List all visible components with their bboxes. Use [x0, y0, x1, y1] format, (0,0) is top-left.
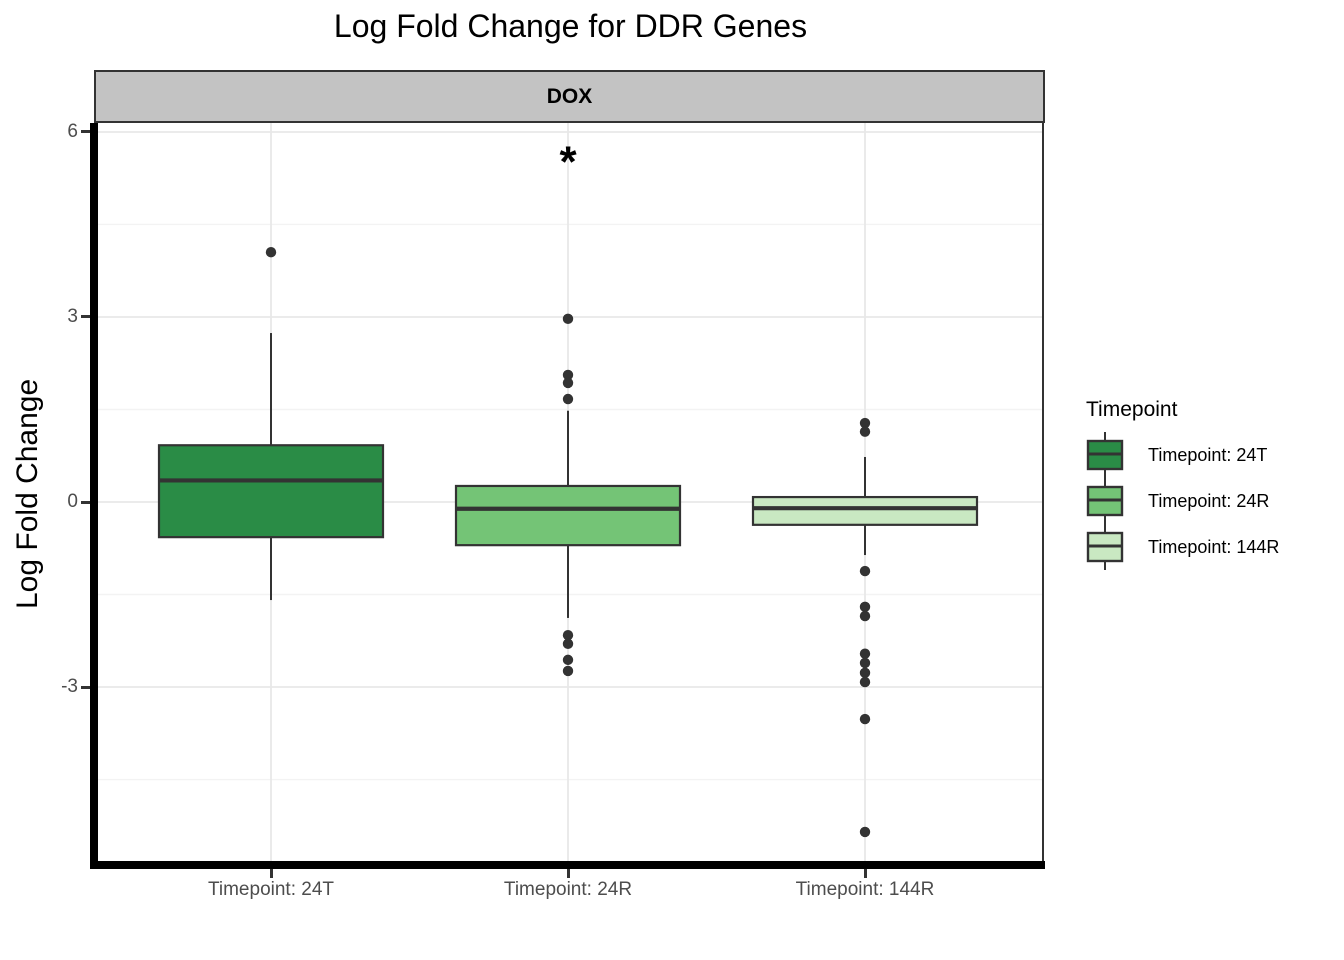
legend-item-timepoint-24t: Timepoint: 24T	[1082, 432, 1342, 478]
x-axis-line	[90, 861, 1045, 869]
y-axis-tick	[81, 130, 90, 134]
legend-item-label: Timepoint: 24R	[1148, 490, 1270, 511]
outlier-point-timepoint-24r	[562, 377, 574, 389]
x-axis-tick	[269, 869, 273, 878]
facet-label: DOX	[546, 84, 593, 108]
legend-key-boxplot-icon	[1086, 524, 1124, 570]
outlier-point-timepoint-144r	[859, 648, 871, 659]
y-axis-line	[90, 123, 98, 869]
x-axis-tick	[566, 869, 570, 878]
legend-key-boxplot-icon	[1086, 478, 1124, 524]
y-axis-tick	[81, 315, 90, 319]
legend-item-label: Timepoint: 24T	[1148, 444, 1268, 465]
y-tick-label: -3	[61, 676, 78, 697]
legend-item-timepoint-24r: Timepoint: 24R	[1082, 478, 1342, 524]
outlier-point-timepoint-144r	[859, 826, 871, 838]
legend-item-timepoint-144r: Timepoint: 144R	[1082, 524, 1342, 570]
legend-key-boxplot-icon	[1086, 432, 1124, 478]
outlier-point-timepoint-144r	[859, 426, 871, 437]
x-tick-label: Timepoint: 24T	[207, 879, 334, 900]
box-timepoint-24r	[454, 484, 682, 547]
facet-strip: DOX	[94, 70, 1045, 123]
x-tick-label: Timepoint: 24R	[503, 879, 633, 900]
outlier-point-timepoint-24r	[562, 393, 574, 405]
outlier-point-timepoint-144r	[859, 565, 871, 577]
box-timepoint-144r	[751, 495, 979, 526]
y-tick-label: 3	[67, 305, 78, 327]
outlier-point-timepoint-144r	[859, 667, 871, 679]
x-axis-tick	[863, 869, 867, 878]
outlier-point-timepoint-144r	[859, 713, 871, 725]
outlier-point-timepoint-24r	[562, 313, 574, 325]
outlier-point-timepoint-144r	[859, 610, 871, 622]
y-tick-label: 0	[67, 491, 78, 512]
box-timepoint-24t	[157, 444, 385, 539]
outlier-point-timepoint-144r	[859, 676, 871, 688]
y-axis-tick	[81, 685, 90, 689]
y-tick-label: 6	[67, 120, 78, 142]
outlier-point-timepoint-24r	[562, 630, 574, 641]
outlier-point-timepoint-144r	[859, 601, 871, 613]
chart-title: Log Fold Change for DDR Genes	[333, 8, 808, 44]
boxplot-canvas: *	[97, 123, 1044, 865]
x-tick-label: Timepoint: 144R	[795, 879, 935, 900]
outlier-point-timepoint-24r	[562, 654, 574, 666]
outlier-point-timepoint-144r	[859, 417, 871, 429]
outlier-point-timepoint-24r	[562, 638, 574, 650]
outlier-point-timepoint-144r	[859, 657, 871, 669]
outlier-point-timepoint-24r	[562, 665, 574, 677]
outlier-point-timepoint-24t	[265, 247, 277, 258]
y-axis-tick	[81, 500, 90, 504]
legend-item-label: Timepoint: 144R	[1148, 536, 1280, 557]
legend-title: Timepoint	[1086, 398, 1178, 421]
legend: Timepoint Timepoint: 24T Timepoint: 24R Ti…	[1082, 398, 1342, 570]
plot-panel: *	[97, 123, 1044, 865]
outlier-point-timepoint-24r	[562, 369, 574, 381]
significance-asterisk: *	[559, 138, 577, 187]
